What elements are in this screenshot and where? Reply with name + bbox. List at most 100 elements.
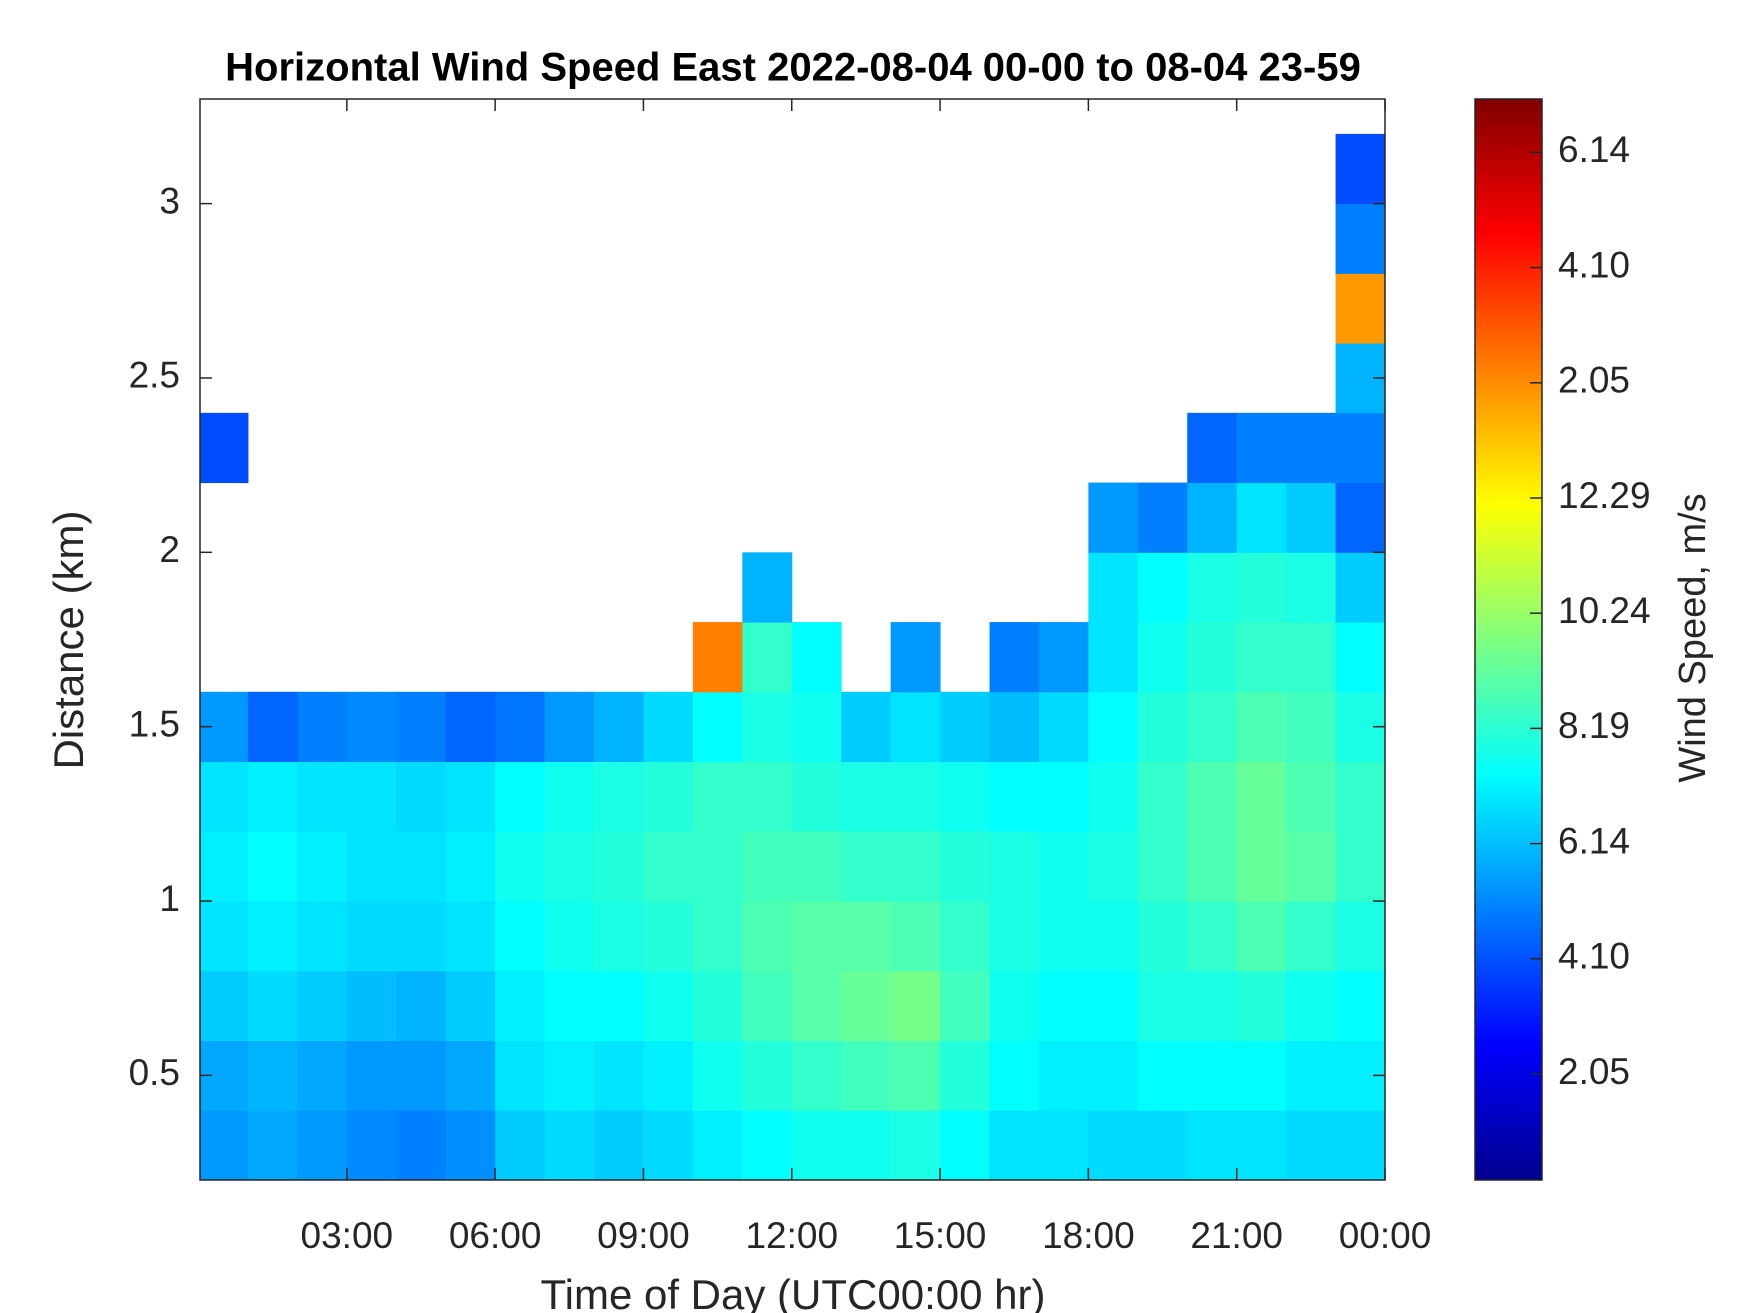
chart-title: Horizontal Wind Speed East 2022-08-04 00… [225,46,1361,90]
colorbar-tick-label: 6.14 [1558,820,1630,861]
heatmap-cell [1335,412,1385,484]
heatmap-cell [297,1040,348,1111]
heatmap-cell [544,691,595,763]
heatmap-cell [544,970,595,1042]
colorbar [1474,98,1543,1181]
heatmap-cell [594,691,644,763]
heatmap-cell [1088,552,1139,623]
heatmap-cell [396,1110,447,1180]
heatmap-cell [594,970,644,1042]
heatmap-cell [643,970,694,1042]
x-axis-label: Time of Day (UTC00:00 hr) [541,1271,1046,1313]
heatmap-cell [1187,831,1238,902]
heatmap-cell [643,901,694,972]
heatmap-cell [1335,203,1385,274]
heatmap-cell [594,761,644,832]
heatmap-cell [495,761,546,832]
heatmap-cell [247,761,298,832]
heatmap-cell [445,761,496,832]
heatmap-cell [1286,1040,1337,1111]
heatmap-cell [1236,622,1287,693]
heatmap-cell [594,1040,644,1111]
heatmap-cell [940,901,991,972]
heatmap-cell [346,901,397,972]
heatmap-cell [445,691,496,763]
heatmap-cell [989,761,1040,832]
heatmap-cell [989,1110,1040,1180]
x-tick-label: 06:00 [449,1215,542,1256]
heatmap-cell [692,761,743,832]
heatmap-cell [940,1040,991,1111]
heatmap-cell [940,691,991,763]
heatmap-cell [989,1040,1040,1111]
heatmap-cell [791,901,842,972]
heatmap-cell [1335,622,1385,693]
heatmap-cell [1286,970,1337,1042]
heatmap-cell [1088,901,1139,972]
heatmap-cell [1038,761,1089,832]
heatmap-cell [643,831,694,902]
heatmap-cell [247,1110,298,1180]
heatmap-cell [643,691,694,763]
heatmap-cell [1236,901,1287,972]
heatmap-cell [346,1040,397,1111]
heatmap-cell [1088,482,1139,553]
heatmap-cell [742,761,793,832]
heatmap-cell [1236,761,1287,832]
heatmap-cell [742,691,793,763]
heatmap-cell [1137,482,1188,553]
heatmap-cell [1286,412,1337,484]
heatmap-cell [247,1040,298,1111]
colorbar-tick-label: 4.10 [1558,936,1630,977]
heatmap-cell [1286,901,1337,972]
colorbar-tick-label: 6.14 [1558,129,1630,170]
heatmap-cell [200,412,249,484]
colorbar-tick-label: 12.29 [1558,475,1651,516]
heatmap-cell [940,831,991,902]
heatmap-cell [791,831,842,902]
heatmap-cell [692,901,743,972]
heatmap-cell [643,1110,694,1180]
heatmap-cell [1236,691,1287,763]
colorbar-label: Wind Speed, m/s [1672,493,1714,782]
heatmap-cell [544,761,595,832]
heatmap-cell [890,901,941,972]
heatmap-cell [742,1040,793,1111]
heatmap-cell [346,691,397,763]
heatmap-cell [1187,901,1238,972]
heatmap-cell [1038,901,1089,972]
heatmap-cell [247,970,298,1042]
heatmap-cell [692,622,743,693]
heatmap-cell [594,831,644,902]
heatmap-cell [1137,691,1188,763]
heatmap-cell [1038,1040,1089,1111]
heatmap-cell [200,761,249,832]
heatmap-cell [346,1110,397,1180]
heatmap-cell [1286,482,1337,553]
heatmap-cell [396,691,447,763]
heatmap-cell [1286,552,1337,623]
x-tick-label: 15:00 [894,1215,987,1256]
heatmap-cell [544,1110,595,1180]
heatmap-cell [742,552,793,623]
heatmap-cell [1038,970,1089,1042]
y-tick-label: 2.5 [129,355,180,396]
heatmap-cell [890,831,941,902]
heatmap-cell [1038,622,1089,693]
heatmap-cell [495,1040,546,1111]
heatmap-cell [1187,691,1238,763]
heatmap-cell [1286,691,1337,763]
x-tick-label: 12:00 [745,1215,838,1256]
heatmap-cell [1088,761,1139,832]
x-tick-label: 21:00 [1190,1215,1283,1256]
heatmap-cell [940,761,991,832]
heatmap-cell [396,831,447,902]
heatmap-cell [989,691,1040,763]
heatmap-cell [200,831,249,902]
heatmap-cell [297,691,348,763]
heatmap-cell [1137,761,1188,832]
heatmap-cell [1236,1040,1287,1111]
heatmap-cell [692,1110,743,1180]
heatmap-cell [1335,552,1385,623]
heatmap-cell [791,970,842,1042]
